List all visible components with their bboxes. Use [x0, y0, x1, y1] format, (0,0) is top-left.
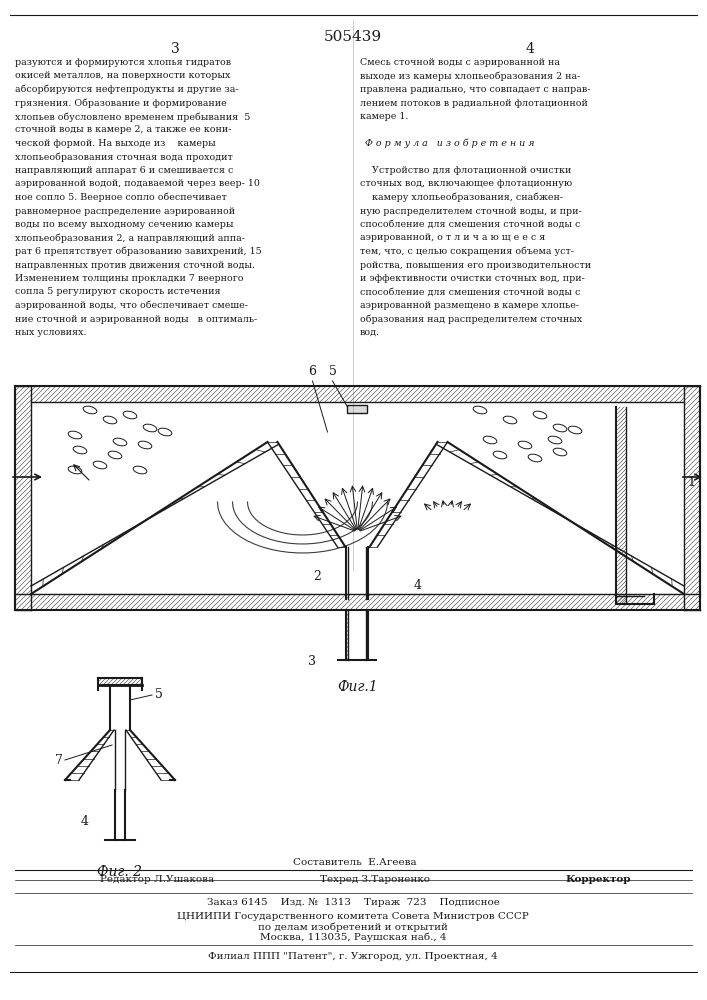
- Text: 5: 5: [329, 365, 337, 378]
- Text: 6: 6: [308, 365, 317, 378]
- Text: аэрированной водой, подаваемой через веер- 10: аэрированной водой, подаваемой через вее…: [15, 180, 260, 188]
- Text: 505439: 505439: [324, 30, 382, 44]
- Text: 3: 3: [308, 655, 317, 668]
- Text: 2: 2: [314, 570, 322, 584]
- Text: Корректор: Корректор: [565, 875, 631, 884]
- Text: и эффективности очистки сточных вод, при-: и эффективности очистки сточных вод, при…: [360, 274, 585, 283]
- Text: способление для смешения сточной воды с: способление для смешения сточной воды с: [360, 288, 580, 296]
- Text: ных условиях.: ных условиях.: [15, 328, 86, 337]
- Text: образования над распределителем сточных: образования над распределителем сточных: [360, 314, 583, 324]
- FancyBboxPatch shape: [348, 405, 368, 413]
- Text: окисей металлов, на поверхности которых: окисей металлов, на поверхности которых: [15, 72, 230, 81]
- Text: Изменением толщины прокладки 7 веерного: Изменением толщины прокладки 7 веерного: [15, 274, 243, 283]
- Text: камеру хлопьеобразования, снабжен-: камеру хлопьеобразования, снабжен-: [360, 193, 563, 202]
- Text: направленных против движения сточной воды.: направленных против движения сточной вод…: [15, 260, 255, 269]
- Text: Техред З.Тароненко: Техред З.Тароненко: [320, 875, 430, 884]
- Text: 5: 5: [155, 688, 163, 702]
- Text: ную распределителем сточной воды, и при-: ную распределителем сточной воды, и при-: [360, 207, 582, 216]
- Text: ное сопло 5. Веерное сопло обеспечивает: ное сопло 5. Веерное сопло обеспечивает: [15, 193, 227, 202]
- Text: хлопьев обусловлено временем пребывания  5: хлопьев обусловлено временем пребывания …: [15, 112, 250, 121]
- Text: Фиг. 2: Фиг. 2: [98, 865, 143, 879]
- Bar: [15, 386, 700, 610]
- Text: Устройство для флотационной очистки: Устройство для флотационной очистки: [360, 166, 571, 175]
- Text: воды по всему выходному сечению камеры: воды по всему выходному сечению камеры: [15, 220, 233, 229]
- Text: вод.: вод.: [360, 328, 380, 337]
- Text: ние сточной и аэрированной воды   в оптималь-: ние сточной и аэрированной воды в оптима…: [15, 314, 257, 324]
- Text: Заказ 6145    Изд. №  1313    Тираж  723    Подписное: Заказ 6145 Изд. № 1313 Тираж 723 Подписн…: [206, 898, 499, 907]
- Text: сточной воды в камере 2, а также ее кони-: сточной воды в камере 2, а также ее кони…: [15, 125, 231, 134]
- Text: по делам изобретений и открытий: по делам изобретений и открытий: [258, 922, 448, 932]
- Text: способление для смешения сточной воды с: способление для смешения сточной воды с: [360, 220, 580, 229]
- Text: камере 1.: камере 1.: [360, 112, 409, 121]
- Text: сопла 5 регулируют скорость истечения: сопла 5 регулируют скорость истечения: [15, 288, 221, 296]
- Text: 4: 4: [414, 579, 421, 592]
- Text: Филиал ППП "Патент", г. Ужгород, ул. Проектная, 4: Филиал ППП "Патент", г. Ужгород, ул. Про…: [208, 952, 498, 961]
- Text: сточных вод, включающее флотационную: сточных вод, включающее флотационную: [360, 180, 572, 188]
- Text: ройства, повышения его производительности: ройства, повышения его производительност…: [360, 260, 591, 269]
- Text: хлопьеобразования 2, а направляющий аппа-: хлопьеобразования 2, а направляющий аппа…: [15, 233, 245, 243]
- Text: Москва, 113035, Раушская наб., 4: Москва, 113035, Раушская наб., 4: [259, 932, 446, 942]
- Text: ЦНИИПИ Государственного комитета Совета Министров СССР: ЦНИИПИ Государственного комитета Совета …: [177, 912, 529, 921]
- Text: 4: 4: [525, 42, 534, 56]
- Text: выходе из камеры хлопьеобразования 2 на-: выходе из камеры хлопьеобразования 2 на-: [360, 72, 580, 81]
- Text: аэрированной воды, что обеспечивает смеше-: аэрированной воды, что обеспечивает смеш…: [15, 301, 248, 310]
- Text: 1: 1: [687, 476, 695, 488]
- Text: хлопьеобразования сточная вода проходит: хлопьеобразования сточная вода проходит: [15, 152, 233, 162]
- Text: 4: 4: [81, 815, 89, 828]
- Text: 7: 7: [55, 754, 63, 766]
- Text: лением потоков в радиальной флотационной: лением потоков в радиальной флотационной: [360, 99, 588, 107]
- Text: Редактор Л.Ушакова: Редактор Л.Ушакова: [100, 875, 214, 884]
- Text: аэрированной, о т л и ч а ю щ е е с я: аэрированной, о т л и ч а ю щ е е с я: [360, 233, 545, 242]
- Text: ческой формой. На выходе из    камеры: ческой формой. На выходе из камеры: [15, 139, 216, 148]
- Text: аэрированной размещено в камере хлопье-: аэрированной размещено в камере хлопье-: [360, 301, 579, 310]
- Text: тем, что, с целью сокращения объема уст-: тем, что, с целью сокращения объема уст-: [360, 247, 574, 256]
- Text: абсорбируются нефтепродукты и другие за-: абсорбируются нефтепродукты и другие за-: [15, 85, 239, 95]
- Text: разуются и формируются хлопья гидратов: разуются и формируются хлопья гидратов: [15, 58, 231, 67]
- Text: направляющий аппарат 6 и смешивается с: направляющий аппарат 6 и смешивается с: [15, 166, 233, 175]
- Text: Ф о р м у л а   и з о б р е т е н и я: Ф о р м у л а и з о б р е т е н и я: [365, 139, 534, 148]
- Text: Фиг.1: Фиг.1: [337, 680, 378, 694]
- Text: грязнения. Образование и формирование: грязнения. Образование и формирование: [15, 99, 227, 108]
- Text: 3: 3: [170, 42, 180, 56]
- Text: рат 6 препятствует образованию завихрений, 15: рат 6 препятствует образованию завихрени…: [15, 247, 262, 256]
- Text: правлена радиально, что совпадает с направ-: правлена радиально, что совпадает с напр…: [360, 85, 590, 94]
- Text: Смесь сточной воды с аэрированной на: Смесь сточной воды с аэрированной на: [360, 58, 560, 67]
- Text: равномерное распределение аэрированной: равномерное распределение аэрированной: [15, 207, 235, 216]
- Text: Составитель  Е.Агеева: Составитель Е.Агеева: [293, 858, 417, 867]
